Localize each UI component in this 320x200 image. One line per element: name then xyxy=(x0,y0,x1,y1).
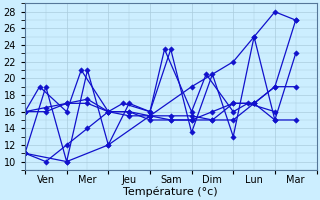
X-axis label: Température (°c): Température (°c) xyxy=(124,186,218,197)
